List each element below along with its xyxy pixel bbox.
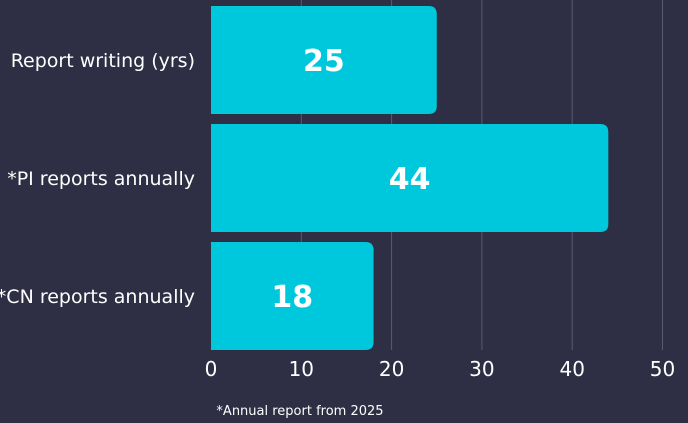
x-tick-label-40: 40 [559,357,584,381]
x-tick-label-0: 0 [205,357,218,381]
bars [211,6,609,350]
category-label-2: *PI reports annually [7,168,195,190]
x-tick-label-30: 30 [469,357,494,381]
x-tick-label-20: 20 [379,357,404,381]
data-label-3: 18 [271,280,313,315]
category-labels: Report writing (yrs) *PI reports annually… [0,50,195,308]
data-label-2: 44 [389,162,431,197]
category-label-3: *CN reports annually [0,286,195,308]
x-tick-label-10: 10 [289,357,314,381]
category-label-1: Report writing (yrs) [11,50,195,72]
bar-2 [211,124,609,232]
x-axis-tick-labels: 0 10 20 30 40 50 [205,357,676,381]
x-tick-label-50: 50 [650,357,675,381]
footnote: *Annual report from 2025 [216,404,384,419]
data-labels: 25 44 18 [271,44,430,315]
bar-1 [211,6,437,114]
bar-3 [211,242,374,350]
data-label-1: 25 [303,44,345,79]
